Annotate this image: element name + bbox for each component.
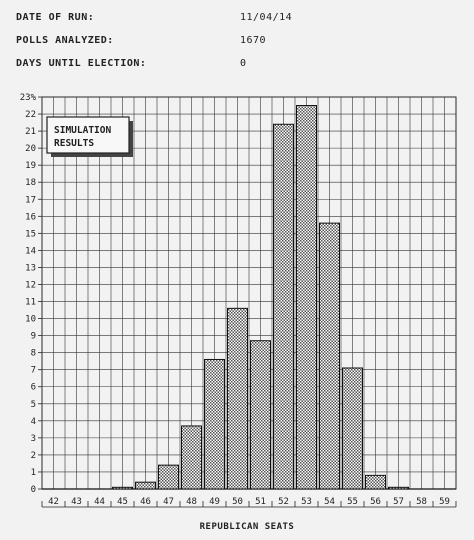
x-tick-label-42: 42 — [48, 497, 59, 507]
x-tick-label-57: 57 — [393, 497, 404, 507]
bar-53 — [296, 105, 317, 490]
date-of-run-label: DATE OF RUN: — [16, 12, 95, 23]
y-tick-label: 0 — [31, 485, 36, 495]
y-tick-label: 9 — [31, 332, 36, 342]
bar-56 — [365, 474, 386, 490]
legend-line-1: SIMULATION — [54, 125, 111, 136]
y-tick-label: 20 — [25, 144, 36, 154]
x-tick-label-54: 54 — [324, 497, 335, 507]
y-tick-label: 14 — [25, 246, 36, 256]
y-tick-label: 21 — [25, 127, 36, 137]
y-tick-label: 16 — [25, 212, 36, 222]
x-tick-label-51: 51 — [255, 497, 266, 507]
x-tick-label-58: 58 — [416, 497, 427, 507]
bar-52 — [273, 123, 294, 490]
polls-analyzed-value: 1670 — [240, 35, 267, 46]
y-tick-label: 18 — [25, 178, 36, 188]
bar-45 — [112, 486, 133, 490]
x-tick-label-56: 56 — [370, 497, 381, 507]
y-tick-label: 1 — [31, 468, 36, 478]
y-tick-label: 12 — [25, 280, 36, 290]
y-tick-label: 11 — [25, 298, 36, 308]
x-tick-label-45: 45 — [117, 497, 128, 507]
x-tick-label-52: 52 — [278, 497, 289, 507]
days-until-election-label: DAYS UNTIL ELECTION: — [16, 58, 147, 69]
bar-46 — [135, 481, 156, 490]
bar-47 — [158, 464, 179, 490]
x-tick-label-47: 47 — [163, 497, 174, 507]
y-tick-label: 17 — [25, 195, 36, 205]
y-tick-label: 13 — [25, 263, 36, 273]
bar-50 — [227, 307, 248, 490]
date-of-run-value: 11/04/14 — [240, 12, 293, 23]
bar-55 — [342, 367, 363, 490]
x-tick-label-53: 53 — [301, 497, 312, 507]
y-tick-label: 10 — [25, 315, 36, 325]
x-tick-label-49: 49 — [209, 497, 220, 507]
bars — [112, 105, 409, 490]
legend-box: SIMULATION RESULTS — [46, 116, 133, 157]
bar-49 — [204, 358, 225, 490]
y-tick-label: 8 — [31, 349, 36, 359]
y-tick-label: 5 — [31, 400, 36, 410]
days-until-election-value: 0 — [240, 58, 247, 69]
y-tick-label: 19 — [25, 161, 36, 171]
x-tick-label-55: 55 — [347, 497, 358, 507]
x-tick-label-59: 59 — [439, 497, 450, 507]
y-tick-label: 6 — [31, 383, 36, 393]
y-tick-label: 22 — [25, 110, 36, 120]
polls-analyzed-label: POLLS ANALYZED: — [16, 35, 114, 46]
x-tick-label-46: 46 — [140, 497, 151, 507]
bar-51 — [250, 340, 271, 490]
y-tick-label: 2 — [31, 451, 36, 461]
y-tick-label: 3 — [31, 434, 36, 444]
x-tick-label-43: 43 — [71, 497, 82, 507]
y-tick-label: 4 — [31, 417, 36, 427]
x-tick-label-48: 48 — [186, 497, 197, 507]
x-axis-ticks: 42 43 44 45 46 47 48 49 50 51 52 53 54 55 56 57 58 59 — [48, 497, 450, 507]
x-tick-label-50: 50 — [232, 497, 243, 507]
y-tick-label: 7 — [31, 366, 36, 376]
x-axis-label: REPUBLICAN SEATS — [200, 522, 295, 532]
bar-57 — [388, 486, 409, 490]
bar-48 — [181, 425, 202, 490]
y-tick-label: 23% — [20, 93, 37, 103]
y-tick-label: 15 — [25, 229, 36, 239]
legend-line-2: RESULTS — [54, 138, 94, 149]
bar-54 — [319, 222, 340, 490]
x-tick-label-44: 44 — [94, 497, 105, 507]
